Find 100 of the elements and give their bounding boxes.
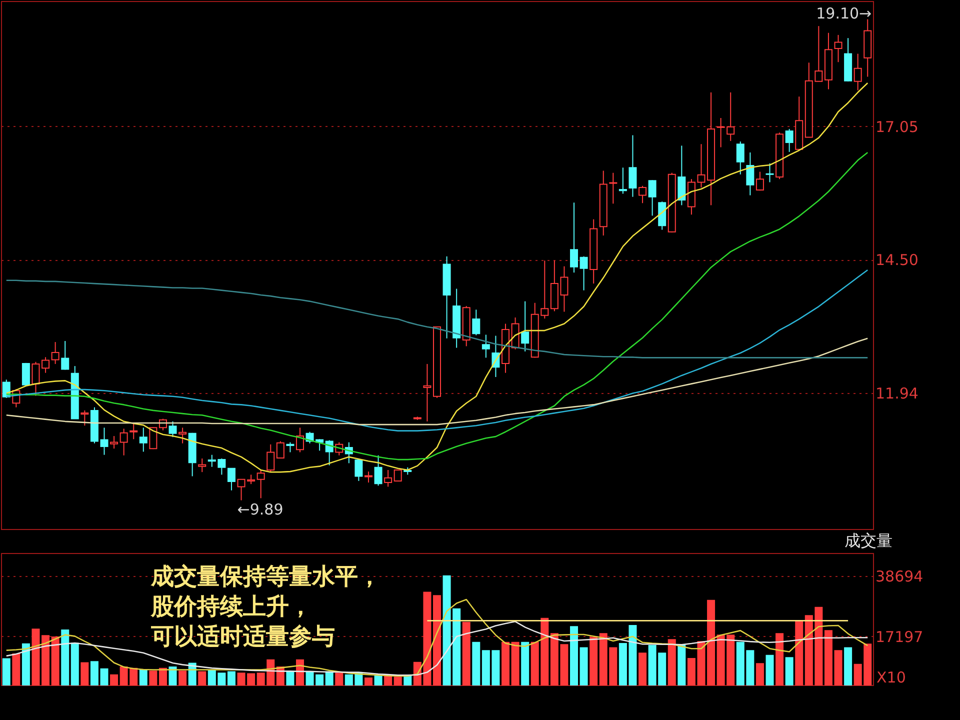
- bar: [776, 633, 784, 686]
- bar: [227, 671, 236, 686]
- bar: [668, 639, 676, 686]
- bar: [590, 636, 598, 686]
- bar: [90, 661, 98, 686]
- bar: [795, 621, 804, 686]
- candlestick: [130, 422, 138, 440]
- bar: [12, 653, 20, 686]
- bar: [168, 666, 177, 686]
- bar: [70, 642, 79, 686]
- candlestick: [32, 361, 40, 396]
- candlestick: [521, 300, 530, 352]
- candlestick: [276, 440, 284, 459]
- candlestick: [227, 468, 236, 491]
- bar: [707, 600, 716, 686]
- bar: [785, 657, 794, 686]
- bar: [384, 676, 392, 686]
- annotation: ←9.89: [237, 500, 284, 518]
- line-series: [6, 620, 868, 676]
- bar: [580, 647, 588, 686]
- bar: [100, 668, 108, 686]
- candlestick: [628, 134, 637, 198]
- bar: [51, 636, 60, 686]
- bar: [374, 675, 382, 686]
- y-axis-title: X10: [876, 668, 906, 686]
- line-series: [6, 280, 868, 358]
- bar: [32, 628, 40, 686]
- bar: [2, 658, 10, 686]
- candlestick: [580, 256, 588, 291]
- bar: [364, 677, 372, 686]
- candlestick: [618, 167, 627, 194]
- bar: [80, 662, 89, 686]
- candlestick: [80, 410, 89, 426]
- bar: [296, 659, 304, 686]
- bar: [61, 630, 70, 686]
- candlestick: [736, 140, 744, 175]
- bar: [394, 676, 402, 686]
- candlestick: [638, 185, 647, 204]
- candlestick: [354, 458, 363, 482]
- candlestick: [785, 128, 794, 152]
- bar: [824, 630, 832, 686]
- candlestick: [296, 427, 304, 453]
- bar: [570, 626, 578, 686]
- candlestick: [51, 342, 60, 364]
- bar: [335, 672, 344, 686]
- candlestick: [42, 356, 50, 374]
- candlestick: [120, 428, 128, 456]
- bar: [42, 635, 50, 686]
- candlestick: [100, 427, 108, 456]
- candlestick: [570, 202, 578, 274]
- candlestick: [394, 469, 402, 482]
- candlestick: [286, 442, 294, 453]
- bar: [178, 670, 187, 686]
- candlestick: [834, 34, 842, 63]
- y-tick-label: 14.50: [876, 251, 918, 270]
- candlestick: [678, 145, 686, 206]
- bar: [678, 645, 686, 686]
- bar: [834, 650, 842, 686]
- bar: [502, 642, 510, 686]
- candlestick: [746, 152, 754, 196]
- bar: [433, 595, 441, 686]
- bar: [286, 671, 294, 686]
- candlestick: [658, 201, 666, 230]
- candlestick: [766, 162, 774, 183]
- bar: [22, 643, 30, 686]
- bar: [472, 642, 480, 686]
- chart-title: 成交量: [844, 531, 893, 550]
- candlestick: [756, 171, 764, 192]
- bar: [756, 663, 764, 686]
- candlestick: [482, 334, 490, 358]
- bar: [198, 671, 206, 686]
- annotation: 成交量保持等量水平，: [150, 563, 381, 590]
- candlestick: [364, 471, 372, 484]
- bar: [766, 654, 774, 686]
- annotation: 19.10→: [816, 4, 872, 22]
- annotation: 可以适时适量参与: [150, 624, 335, 650]
- candlestick: [384, 469, 392, 488]
- candlestick: [854, 53, 862, 91]
- candlestick: [648, 180, 656, 216]
- candlestick: [266, 444, 275, 472]
- candlestick: [472, 309, 480, 336]
- annotation: 股价持续上升，: [150, 594, 312, 620]
- candlestick: [198, 458, 206, 473]
- bar: [638, 652, 647, 686]
- bar: [158, 668, 167, 686]
- bar: [325, 671, 334, 686]
- candlestick: [61, 340, 70, 370]
- candlestick: [374, 454, 382, 486]
- candlestick: [110, 436, 118, 450]
- bar: [844, 647, 852, 686]
- bar: [511, 642, 520, 686]
- candlestick: [609, 172, 618, 204]
- bar: [462, 622, 470, 686]
- candlestick: [139, 427, 148, 452]
- y-tick-label: 17197: [876, 628, 924, 646]
- y-tick-label: 17.05: [876, 118, 918, 136]
- bar: [521, 642, 530, 686]
- y-tick-label: 38694: [876, 567, 924, 586]
- candlestick: [423, 363, 432, 422]
- candlestick: [178, 427, 187, 444]
